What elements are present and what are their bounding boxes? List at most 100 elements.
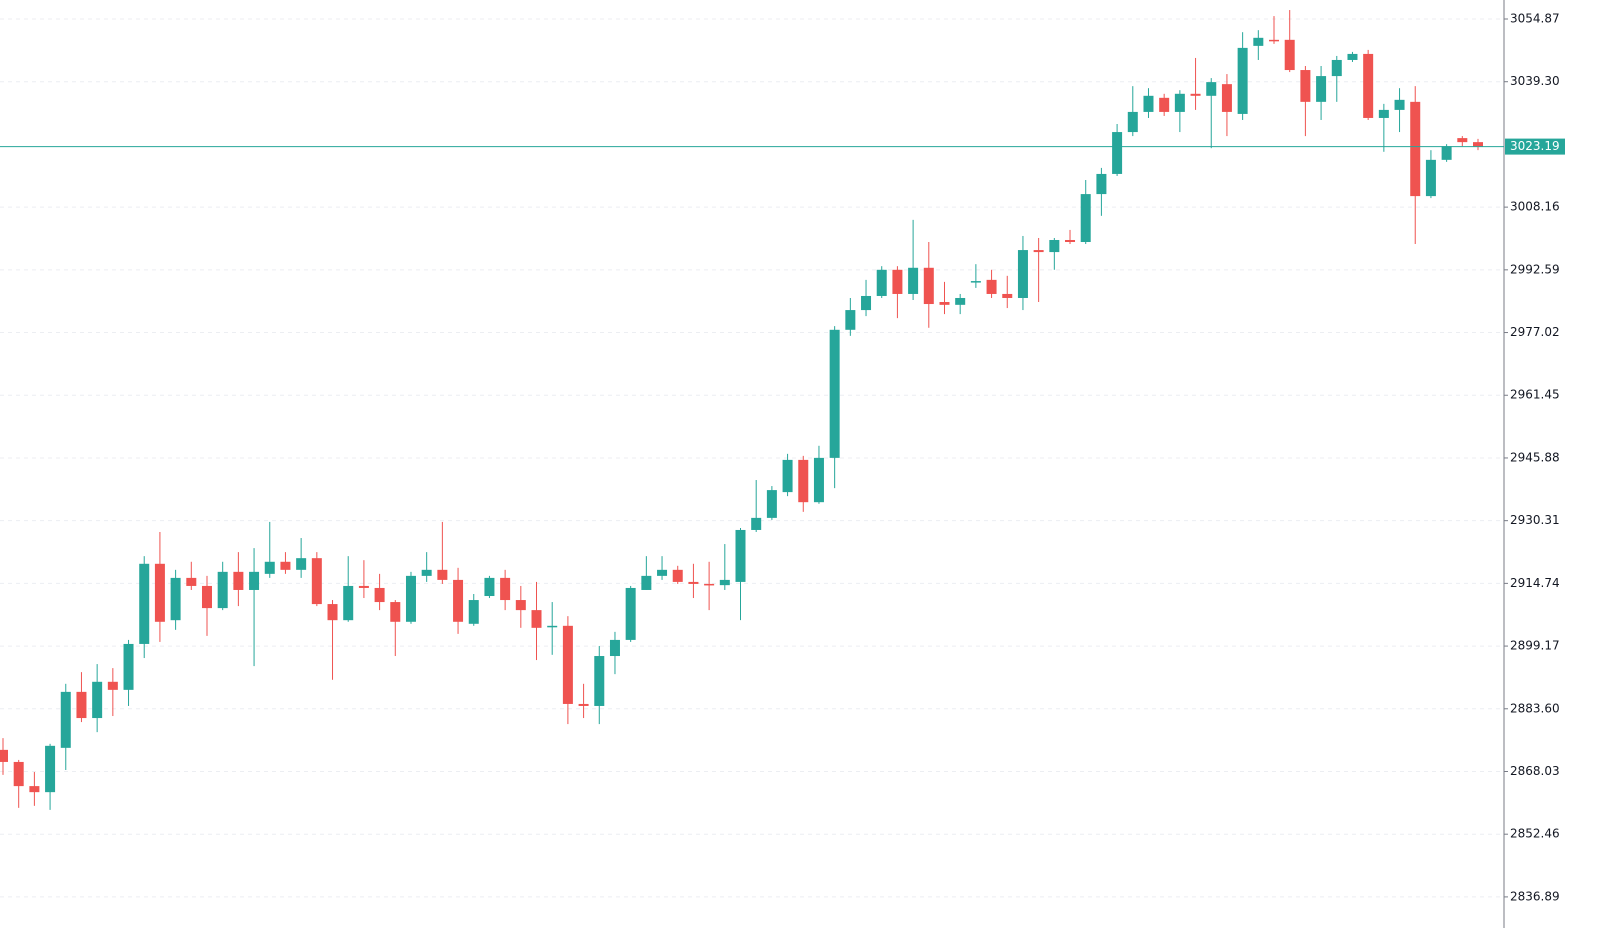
candle-body — [531, 610, 542, 628]
candle-body — [892, 269, 903, 294]
candle-body — [1159, 97, 1170, 112]
candle-body — [358, 585, 369, 588]
candle-body — [468, 600, 479, 624]
candle-body — [1049, 239, 1060, 253]
candle-body — [1174, 93, 1185, 112]
candle-body — [861, 295, 872, 311]
candle-body — [296, 558, 307, 570]
candle-body — [515, 600, 526, 611]
candle-body — [735, 529, 746, 582]
candle-body — [594, 656, 605, 706]
candle-body — [609, 639, 620, 657]
candle-body — [1221, 84, 1232, 112]
candle-body — [766, 490, 777, 518]
candle-body — [1394, 99, 1405, 110]
candle-body — [1065, 239, 1076, 243]
candle-body — [970, 281, 981, 283]
candle-body — [343, 585, 354, 621]
candle-body — [264, 561, 275, 574]
candle-body — [1457, 138, 1468, 143]
candle-body — [547, 625, 558, 628]
y-tick-label: 2836.89 — [1510, 889, 1560, 903]
candle-body — [1441, 146, 1452, 160]
candle-body — [1143, 95, 1154, 112]
candle-body — [1331, 59, 1342, 77]
y-tick-label: 2977.02 — [1510, 325, 1560, 339]
candle-body — [484, 577, 495, 597]
candle-body — [1190, 93, 1201, 96]
candle-body — [1347, 53, 1358, 60]
candle-body — [0, 749, 8, 762]
candle-body — [107, 681, 118, 690]
candle-body — [986, 279, 997, 294]
candle-body — [1410, 101, 1421, 197]
candle-body — [657, 569, 668, 576]
candle-body — [829, 329, 840, 458]
candle-body — [311, 558, 322, 605]
candle-body — [1269, 39, 1280, 42]
candle-body — [955, 297, 966, 305]
candle-body — [1096, 173, 1107, 195]
y-tick-label: 3008.16 — [1510, 200, 1560, 214]
candle-body — [453, 579, 464, 622]
candle-body — [13, 761, 24, 787]
candle-body — [1378, 109, 1389, 118]
candle-body — [704, 583, 715, 586]
candle-body — [1316, 76, 1327, 102]
candle-body — [249, 571, 260, 590]
candle-body — [1237, 47, 1248, 114]
y-tick-label: 2883.60 — [1510, 701, 1560, 715]
candle-body — [327, 604, 338, 621]
y-tick-label: 3054.87 — [1510, 12, 1560, 26]
candle-body — [578, 703, 589, 706]
y-tick-label: 2961.45 — [1510, 388, 1560, 402]
candle-body — [123, 643, 134, 690]
candle-body — [782, 459, 793, 493]
candle-body — [421, 569, 432, 576]
candle-body — [688, 581, 699, 584]
candle-body — [1112, 132, 1123, 174]
candle-body — [217, 571, 228, 609]
y-tick-label: 3039.30 — [1510, 74, 1560, 88]
candle-body — [186, 577, 197, 586]
candle-body — [201, 585, 212, 609]
candle-body — [92, 681, 103, 719]
y-tick-label: 2914.74 — [1510, 576, 1560, 590]
candle-body — [1127, 111, 1138, 133]
y-tick-label: 2868.03 — [1510, 764, 1560, 778]
candle-body — [719, 579, 730, 586]
candle-body — [1363, 53, 1374, 118]
candle-body — [923, 267, 934, 305]
candle-body — [939, 302, 950, 305]
y-tick-label: 2899.17 — [1510, 639, 1560, 653]
candle-body — [876, 269, 887, 296]
y-tick-label: 2852.46 — [1510, 827, 1560, 841]
y-tick-label: 2945.88 — [1510, 450, 1560, 464]
candle-body — [1017, 250, 1028, 298]
candle-body — [29, 786, 40, 793]
candle-body — [562, 625, 573, 704]
last-price-box — [1505, 138, 1565, 155]
candle-body — [76, 691, 87, 719]
candle-body — [1425, 159, 1436, 197]
candle-body — [60, 691, 71, 748]
candle-body — [139, 563, 150, 644]
candle-body — [672, 569, 683, 582]
candle-body — [1033, 250, 1044, 253]
candle-body — [1473, 142, 1483, 147]
candle-body — [374, 587, 385, 603]
candle-body — [45, 745, 56, 793]
candle-body — [154, 563, 165, 622]
candle-body — [1284, 39, 1295, 71]
candle-body — [641, 575, 652, 590]
candle-body — [798, 459, 809, 503]
candle-body — [751, 517, 762, 530]
candle-body — [500, 577, 511, 601]
candle-body — [908, 267, 919, 294]
last-price-label: 3023.19 — [1510, 139, 1560, 153]
candle-body — [233, 571, 244, 590]
candle-body — [845, 310, 856, 330]
y-tick-label: 2930.31 — [1510, 513, 1560, 527]
